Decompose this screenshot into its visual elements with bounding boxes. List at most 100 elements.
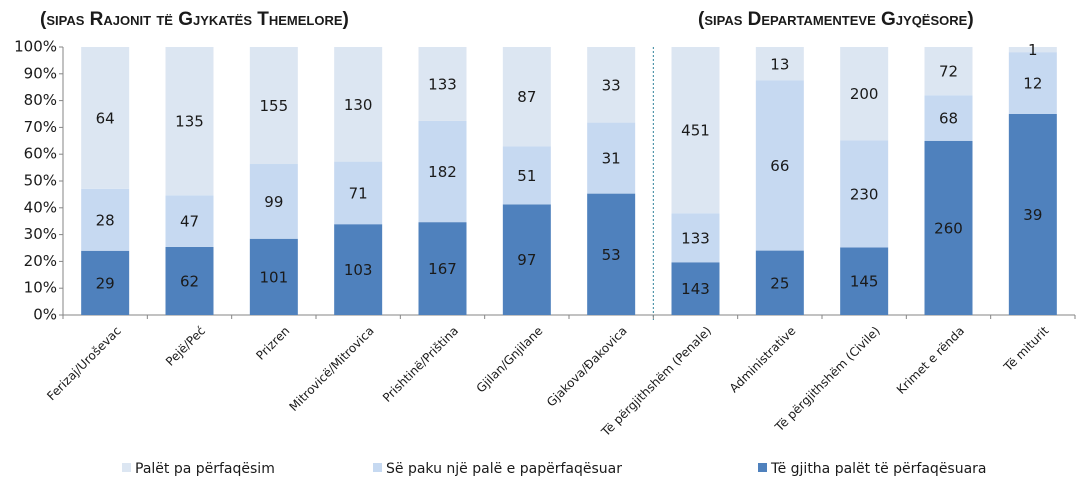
data-label: 133 [428, 75, 457, 93]
bar-segment [502, 204, 551, 315]
bar-segment [165, 246, 214, 315]
bar-segment [502, 47, 551, 147]
data-label: 451 [681, 122, 710, 140]
y-tick-label: 50% [24, 172, 57, 190]
data-label: 47 [180, 213, 199, 231]
x-tick-label: Prizren [253, 324, 292, 363]
x-tick-label: Gjilan/Gnjilane [474, 324, 546, 396]
bar-segment [165, 195, 214, 247]
data-label: 135 [175, 113, 204, 131]
bar-segment [249, 164, 298, 239]
bar-segment [81, 188, 130, 251]
x-tick-label: Krimet e rënda [894, 324, 967, 397]
bar-segment [334, 47, 383, 162]
y-tick-label: 20% [24, 252, 57, 270]
y-tick-label: 30% [24, 225, 57, 243]
data-label: 130 [344, 96, 373, 114]
data-label: 33 [602, 76, 621, 94]
x-tick-label: Gjakova/Đakovica [544, 324, 630, 410]
x-tick-label: Ferizaj/Uroševac [44, 324, 123, 403]
bar-segment [671, 262, 720, 315]
data-label: 39 [1023, 206, 1042, 224]
data-label: 133 [681, 229, 710, 247]
bar-segment [840, 247, 889, 315]
data-label: 53 [602, 246, 621, 264]
bar-segment [840, 140, 889, 248]
bar-segment [165, 47, 214, 196]
data-label: 62 [180, 272, 199, 290]
bar-segment [587, 47, 636, 123]
bar-segment [249, 238, 298, 315]
bar-segment [81, 250, 130, 315]
x-tick-label: Mitrovicë/Mitrovica [286, 324, 376, 414]
bar-segment [671, 47, 720, 214]
data-label: 143 [681, 280, 710, 298]
section-title: (sipas Rajonit të Gjykatës Themelore) [40, 9, 349, 30]
data-label: 72 [939, 63, 958, 81]
bar-segment [418, 120, 467, 223]
x-tick-label: Pejë/Peć [163, 324, 208, 369]
data-label: 68 [939, 110, 958, 128]
data-label: 145 [850, 273, 879, 291]
legend-label: Palët pa përfaqësim [135, 461, 275, 477]
data-label: 25 [770, 274, 789, 292]
y-tick-label: 60% [24, 145, 57, 163]
bar-segment [924, 140, 973, 315]
bar-segment [755, 80, 804, 251]
x-tick-label: Të miturit [1000, 323, 1051, 374]
data-label: 87 [517, 88, 536, 106]
data-label: 200 [850, 85, 879, 103]
bar-segment [924, 95, 973, 141]
bar-segment [1008, 52, 1057, 114]
bar-segment [249, 47, 298, 165]
legend-swatch [373, 463, 382, 472]
bar-segment [755, 47, 804, 81]
legend-label: Të gjitha palët të përfaqësuara [770, 461, 987, 477]
bar-segment [755, 250, 804, 315]
bar-segment [334, 224, 383, 315]
data-label: 66 [770, 157, 789, 175]
legend-swatch [122, 463, 131, 472]
data-label: 101 [260, 268, 289, 286]
data-label: 28 [96, 211, 115, 229]
bar-segment [418, 47, 467, 121]
y-tick-label: 80% [24, 91, 57, 109]
data-label: 29 [96, 274, 115, 292]
data-label: 31 [602, 150, 621, 168]
y-tick-label: 90% [24, 64, 57, 82]
bar-segment [1008, 114, 1057, 315]
bar-segment [924, 47, 973, 96]
bar-segment [840, 47, 889, 141]
legend-swatch [758, 463, 767, 472]
data-label: 99 [264, 193, 283, 211]
data-label: 260 [934, 219, 963, 237]
data-label: 155 [260, 97, 289, 115]
data-label: 1 [1028, 41, 1038, 59]
y-tick-label: 10% [24, 279, 57, 297]
data-label: 97 [517, 251, 536, 269]
legend-label: Së paku një palë e papërfaqësuar [386, 461, 622, 477]
y-tick-label: 100% [14, 38, 57, 56]
x-tick-label: Prishtinë/Priština [380, 324, 461, 405]
y-tick-label: 0% [33, 306, 57, 324]
data-label: 71 [349, 184, 368, 202]
y-tick-label: 70% [24, 118, 57, 136]
data-label: 230 [850, 185, 879, 203]
data-label: 167 [428, 260, 457, 278]
bar-segment [502, 146, 551, 205]
y-tick-label: 40% [24, 198, 57, 216]
bar-segment [671, 213, 720, 263]
data-label: 13 [770, 55, 789, 73]
data-label: 103 [344, 261, 373, 279]
x-tick-label: Administrative [727, 324, 799, 396]
bar-segment [81, 47, 130, 189]
data-label: 12 [1023, 75, 1042, 93]
data-label: 64 [96, 109, 115, 127]
data-label: 51 [517, 167, 536, 185]
bar-segment [587, 122, 636, 194]
bar-segment [1008, 47, 1057, 53]
data-label: 182 [428, 163, 457, 181]
bar-segment [587, 193, 636, 315]
bar-segment [418, 222, 467, 315]
